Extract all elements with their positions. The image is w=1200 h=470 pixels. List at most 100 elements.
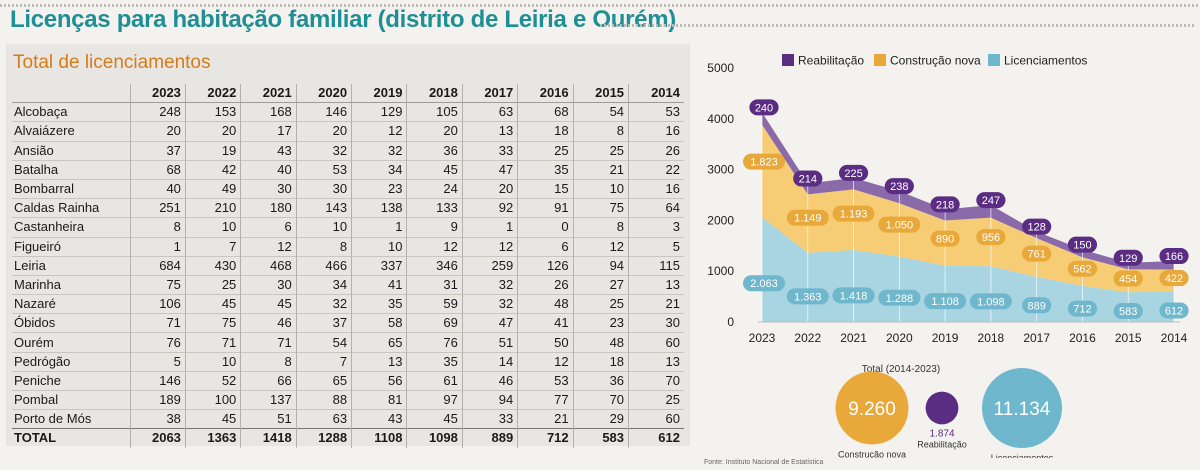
table-cell: 1108 — [351, 428, 407, 448]
municipality-name: Batalha — [12, 159, 131, 180]
table-cell: 1 — [129, 236, 186, 257]
header-municipality — [12, 84, 131, 104]
table-row: Porto de Mós 38 45 51 63 43 45 33 21 29 60 — [12, 409, 684, 429]
data-label: 166 — [1165, 251, 1183, 263]
table-row: Nazaré 106 45 45 32 35 59 32 48 25 21 — [12, 294, 684, 314]
data-label-pill — [930, 196, 960, 213]
y-tick-label: 1000 — [707, 264, 734, 278]
table-cell: 25 — [517, 140, 574, 161]
table-cell: 36 — [406, 140, 463, 161]
municipality-name: Figueiró — [12, 236, 131, 257]
legend-label: Construção nova — [890, 54, 981, 68]
table-cell: 47 — [461, 313, 518, 333]
table-cell: 65 — [295, 370, 352, 391]
table-cell: 81 — [351, 389, 407, 410]
table-cell: 210 — [184, 198, 241, 218]
table-row: Batalha 68 42 40 53 34 45 47 35 21 22 — [12, 159, 684, 180]
table-body: Alcobaça 248 153 168 146 129 105 63 68 54 53 Alvaiá… — [12, 102, 684, 448]
table-cell: 1288 — [295, 428, 352, 448]
data-label: 562 — [1073, 264, 1091, 276]
municipality-name: Bombarral — [12, 178, 131, 199]
table-cell: 25 — [572, 294, 629, 314]
table-cell: 70 — [628, 370, 684, 391]
table-cell: 71 — [184, 332, 241, 353]
table-row: Leiria 684 430 468 466 337 346 259 126 94 115 — [12, 255, 684, 276]
table-cell: 75 — [572, 198, 629, 218]
table-cell: 21 — [628, 294, 684, 314]
table-cell: 337 — [351, 255, 407, 276]
table-cell: 94 — [461, 389, 518, 410]
table-cell: 53 — [295, 159, 352, 180]
table-cell: 5 — [628, 236, 684, 257]
y-tick-label: 3000 — [707, 163, 734, 177]
table-cell: 133 — [406, 198, 463, 218]
table-cell: 13 — [461, 121, 518, 142]
table-cell: 26 — [628, 140, 684, 161]
table-cell: 129 — [351, 102, 407, 122]
data-label-pill — [743, 275, 785, 292]
table-cell: 8 — [240, 351, 297, 372]
table-cell: 60 — [628, 409, 684, 429]
table-cell: 68 — [517, 102, 574, 122]
header-year: 2020 — [295, 84, 352, 104]
table-cell: 12 — [240, 236, 297, 257]
table-cell: 1 — [351, 217, 407, 237]
table-cell: 69 — [406, 313, 463, 333]
data-label-pill — [1113, 249, 1143, 266]
total-name: Licenciamentos — [991, 453, 1054, 458]
table-cell: 5 — [129, 351, 186, 372]
table-cell: 0 — [517, 217, 574, 237]
data-label: 150 — [1073, 240, 1091, 252]
table-cell: 20 — [184, 121, 241, 142]
total-value: 1.874 — [929, 428, 954, 439]
data-label: 1.098 — [977, 296, 1005, 308]
table-cell: 8 — [572, 121, 629, 142]
header-year: 2019 — [351, 84, 407, 104]
legend-swatch — [988, 54, 1000, 66]
y-tick-label: 4000 — [707, 112, 734, 126]
table-cell: 91 — [517, 198, 574, 218]
table-cell: 14 — [461, 351, 518, 372]
table-cell: 65 — [351, 332, 407, 353]
table-cell: 889 — [461, 428, 518, 448]
table-cell: 12 — [406, 236, 463, 257]
table-cell: 45 — [184, 409, 241, 429]
table-cell: 68 — [129, 159, 186, 180]
table-cell: 115 — [628, 255, 684, 276]
data-label-pill — [832, 205, 875, 222]
data-label: 956 — [982, 232, 1000, 244]
data-label-pill — [1022, 218, 1052, 235]
data-label-pill — [786, 288, 829, 305]
table-cell: 32 — [461, 294, 518, 314]
table-cell: 30 — [628, 313, 684, 333]
x-tick-label: 2014 — [1161, 331, 1188, 345]
legend-label: Reabilitação — [798, 54, 864, 68]
table-cell: 48 — [572, 332, 629, 353]
table-cell: 137 — [240, 389, 297, 410]
table-cell: 70 — [572, 389, 629, 410]
municipality-name: Ansião — [12, 140, 131, 161]
table-cell: 466 — [295, 255, 352, 276]
legend-swatch — [874, 54, 886, 66]
licensing-table: 2023 2022 2021 2020 2019 2018 2017 2016 2015 2014… — [12, 84, 684, 448]
table-cell: 7 — [184, 236, 241, 257]
table-row: Ansião 37 19 43 32 32 36 33 25 25 26 — [12, 140, 684, 161]
table-cell: 248 — [129, 102, 186, 122]
table-cell: 40 — [240, 159, 297, 180]
data-label: 890 — [936, 234, 954, 246]
table-cell: 25 — [628, 389, 684, 410]
table-cell: 30 — [240, 178, 297, 199]
table-cell: 1 — [461, 217, 518, 237]
table-row: Pedrógão 5 10 8 7 13 35 14 12 18 13 — [12, 351, 684, 372]
table-cell: 37 — [295, 313, 352, 333]
municipality-name: Peniche — [12, 370, 131, 391]
table-cell: 10 — [572, 178, 629, 199]
municipality-name: Castanheira — [12, 217, 131, 237]
table-cell: 46 — [461, 370, 518, 391]
data-label: 218 — [936, 199, 954, 211]
table-cell: 2063 — [129, 428, 186, 448]
table-cell: 63 — [461, 102, 518, 122]
table-cell: 6 — [240, 217, 297, 237]
table-cell: 126 — [517, 255, 574, 276]
table-cell: 22 — [628, 159, 684, 180]
